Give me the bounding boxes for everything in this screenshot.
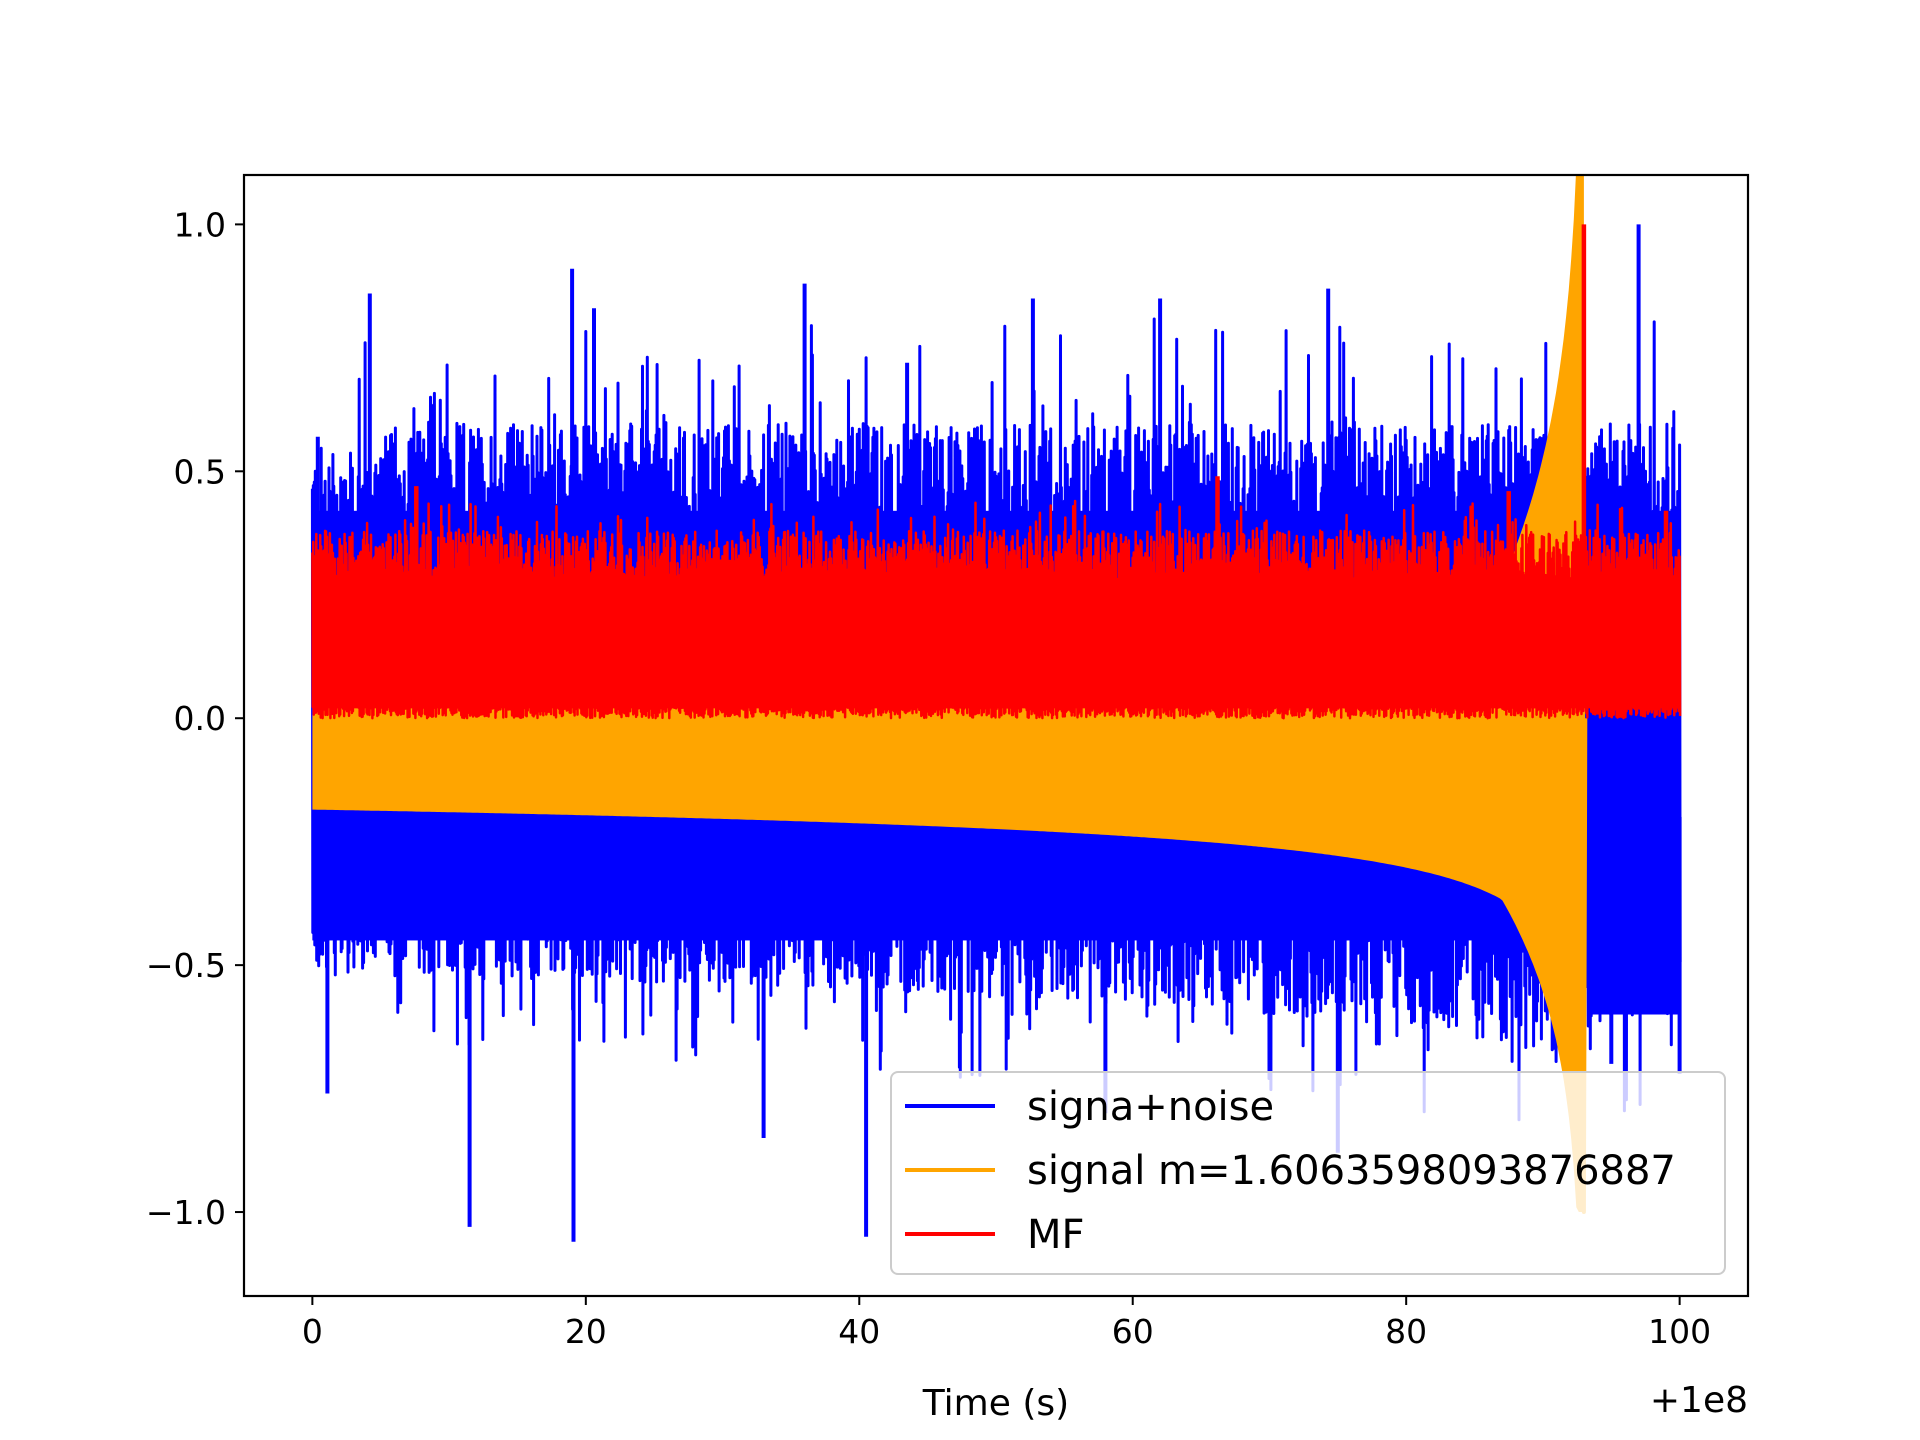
y-tick-label: 0.0: [174, 699, 226, 738]
x-tick-label: 60: [1112, 1312, 1154, 1351]
series-signal-noise-post-merger: [1589, 723, 1680, 1015]
series-signal-noise-peaks: [315, 224, 1682, 1242]
legend-box: [890, 1071, 1726, 1275]
x-tick-label: 40: [838, 1312, 880, 1351]
y-tick-label: 0.5: [174, 452, 226, 491]
legend-label-signal: signal m=1.6063598093876887: [1027, 1148, 1676, 1194]
legend: signa+noise signal m=1.6063598093876887 …: [890, 1071, 1726, 1275]
x-tick-label: 80: [1385, 1312, 1427, 1351]
legend-label-signal-noise: signa+noise: [1027, 1084, 1274, 1130]
series-mf-peaks: [414, 224, 1669, 595]
legend-label-mf: MF: [1027, 1212, 1085, 1258]
y-tick-label: −1.0: [146, 1193, 226, 1232]
x-tick-label: 100: [1648, 1312, 1711, 1351]
plot-frame: [242, 173, 1750, 1298]
x-tick-label: 20: [565, 1312, 607, 1351]
y-axis: −1.0 −0.5 0.0 0.5 1.0: [146, 205, 244, 1232]
series-mf-line: [311, 499, 1682, 720]
series-signal-merger: [1577, 345, 1588, 1214]
x-offset-label: +1e8: [1650, 1380, 1748, 1421]
y-tick-label: 1.0: [174, 205, 226, 244]
x-tick-label: 0: [302, 1312, 323, 1351]
x-axis-label: Time (s): [922, 1383, 1069, 1424]
x-axis: 0 20 40 60 80 100: [302, 1296, 1711, 1351]
y-tick-label: −0.5: [146, 946, 226, 985]
